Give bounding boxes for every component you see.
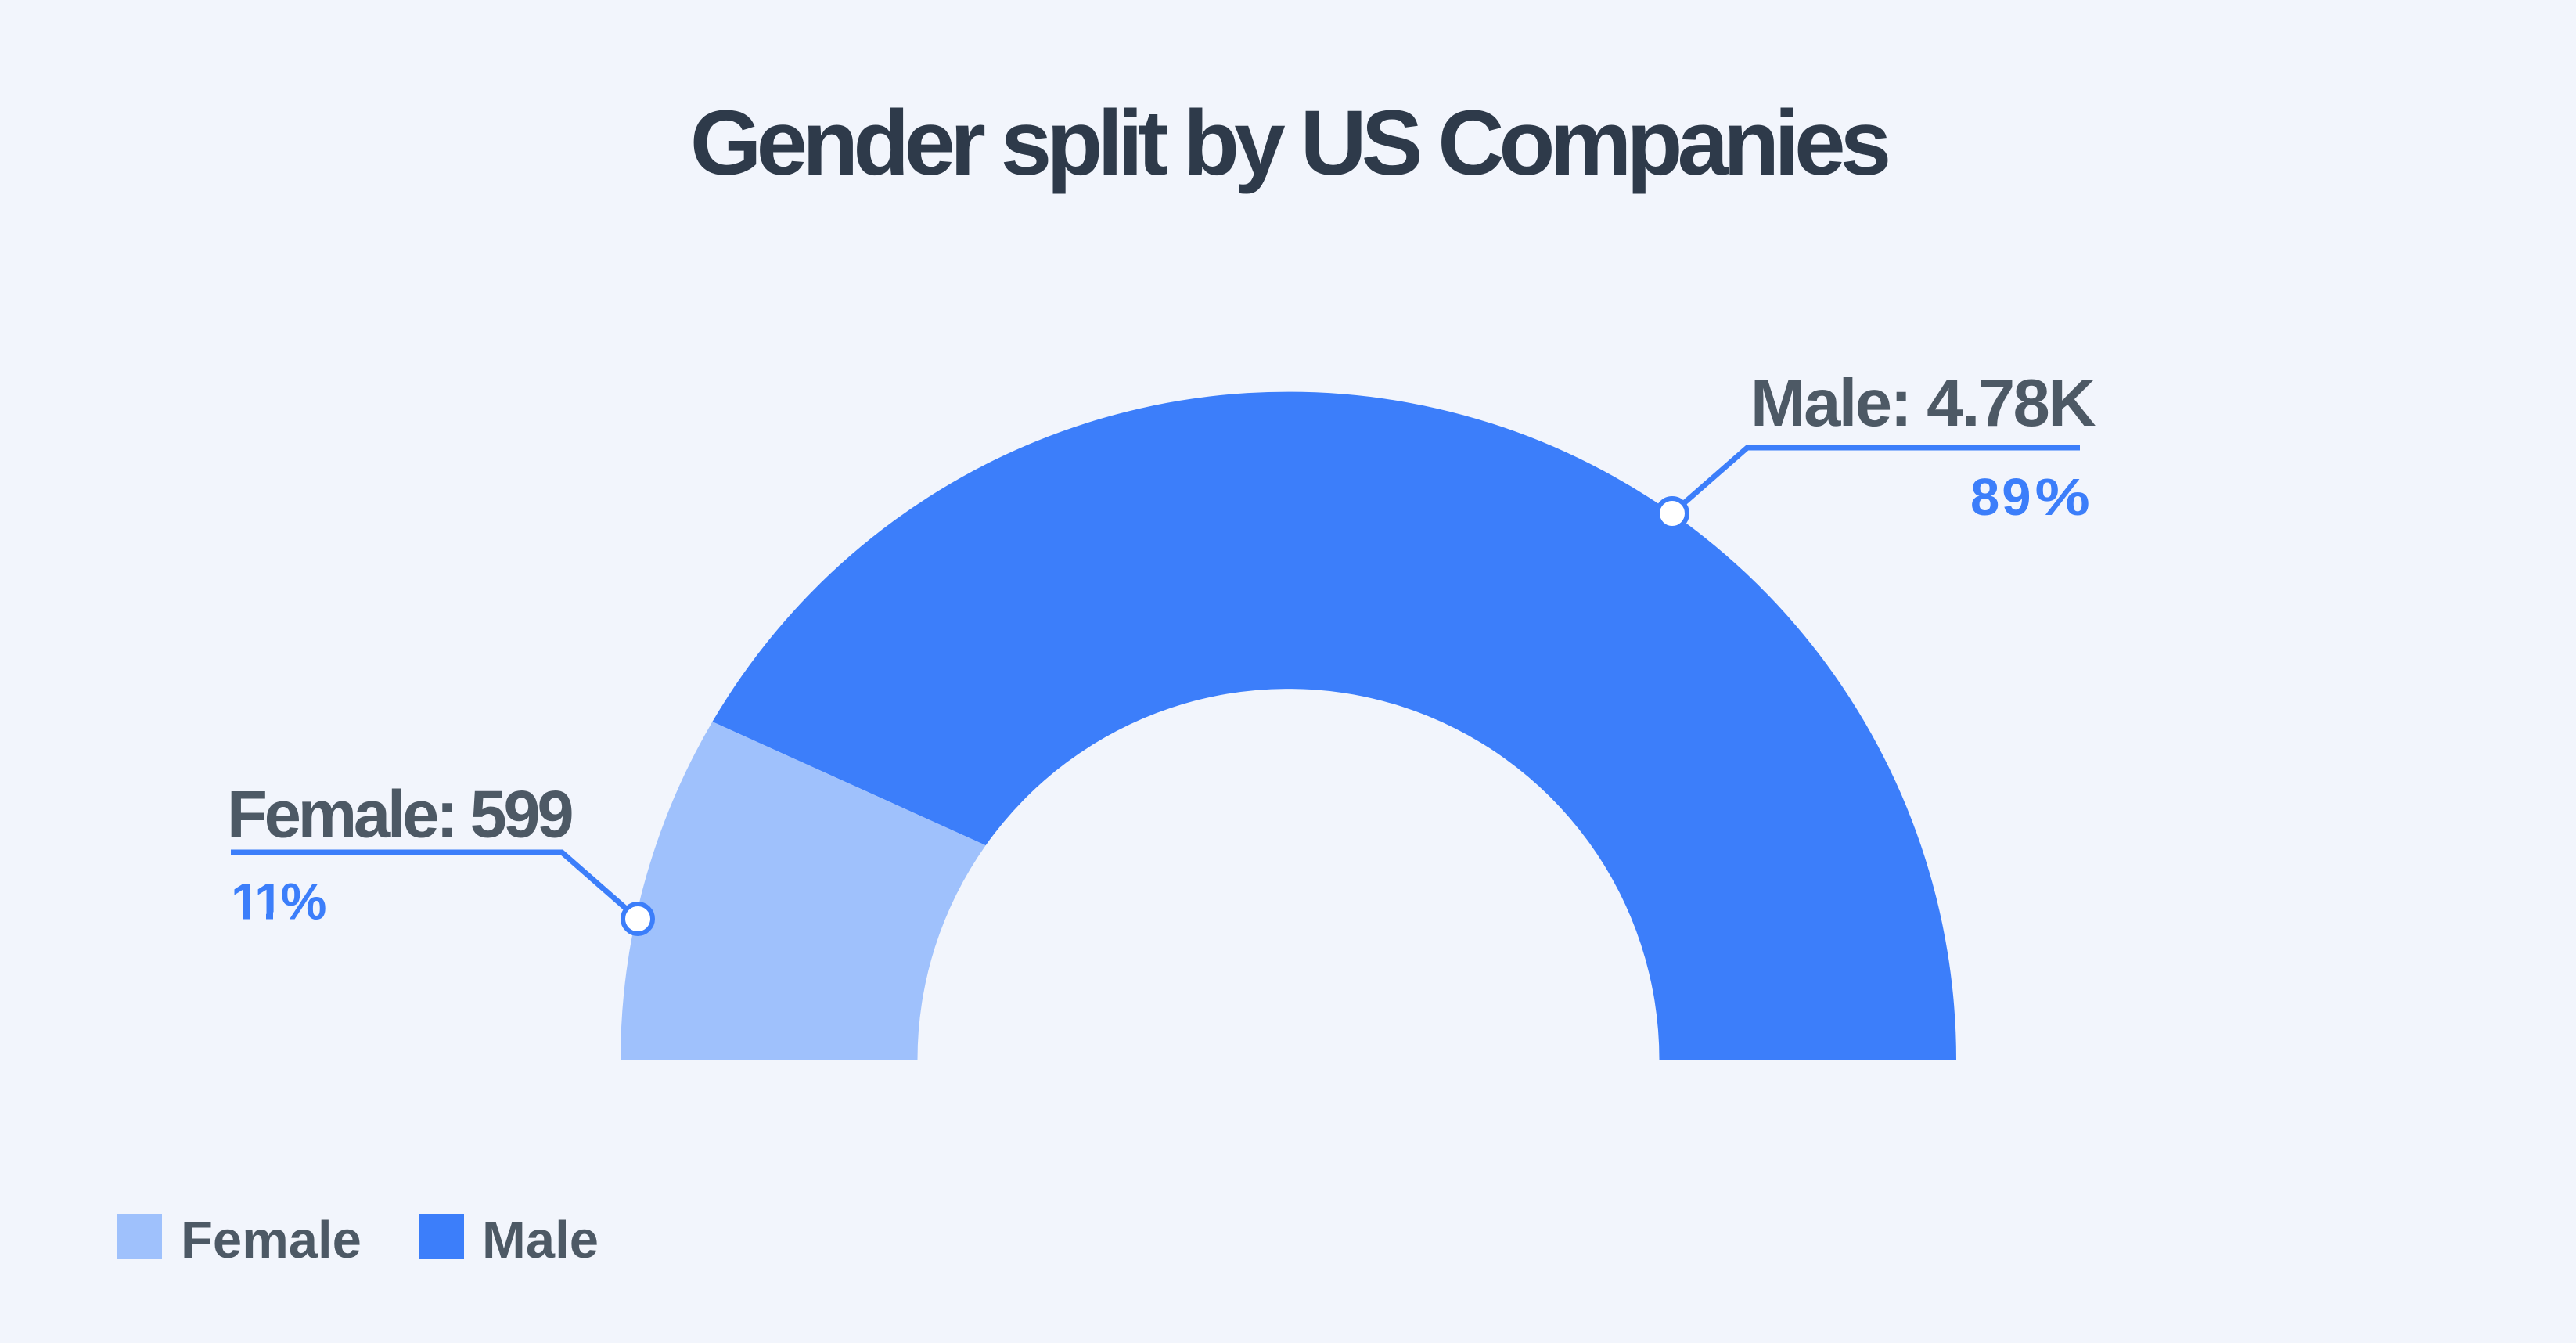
svg-text:Male: Male [482,1211,599,1269]
svg-text:Female: Female [181,1211,362,1269]
svg-text:Male: 4.78K: Male: 4.78K [1750,366,2096,441]
svg-text:Female: 599: Female: 599 [227,778,572,852]
svg-text:89: 89 [1970,468,2034,527]
svg-text:%: % [2035,468,2090,527]
svg-text:Gender split by US Companies: Gender split by US Companies [690,92,1888,195]
